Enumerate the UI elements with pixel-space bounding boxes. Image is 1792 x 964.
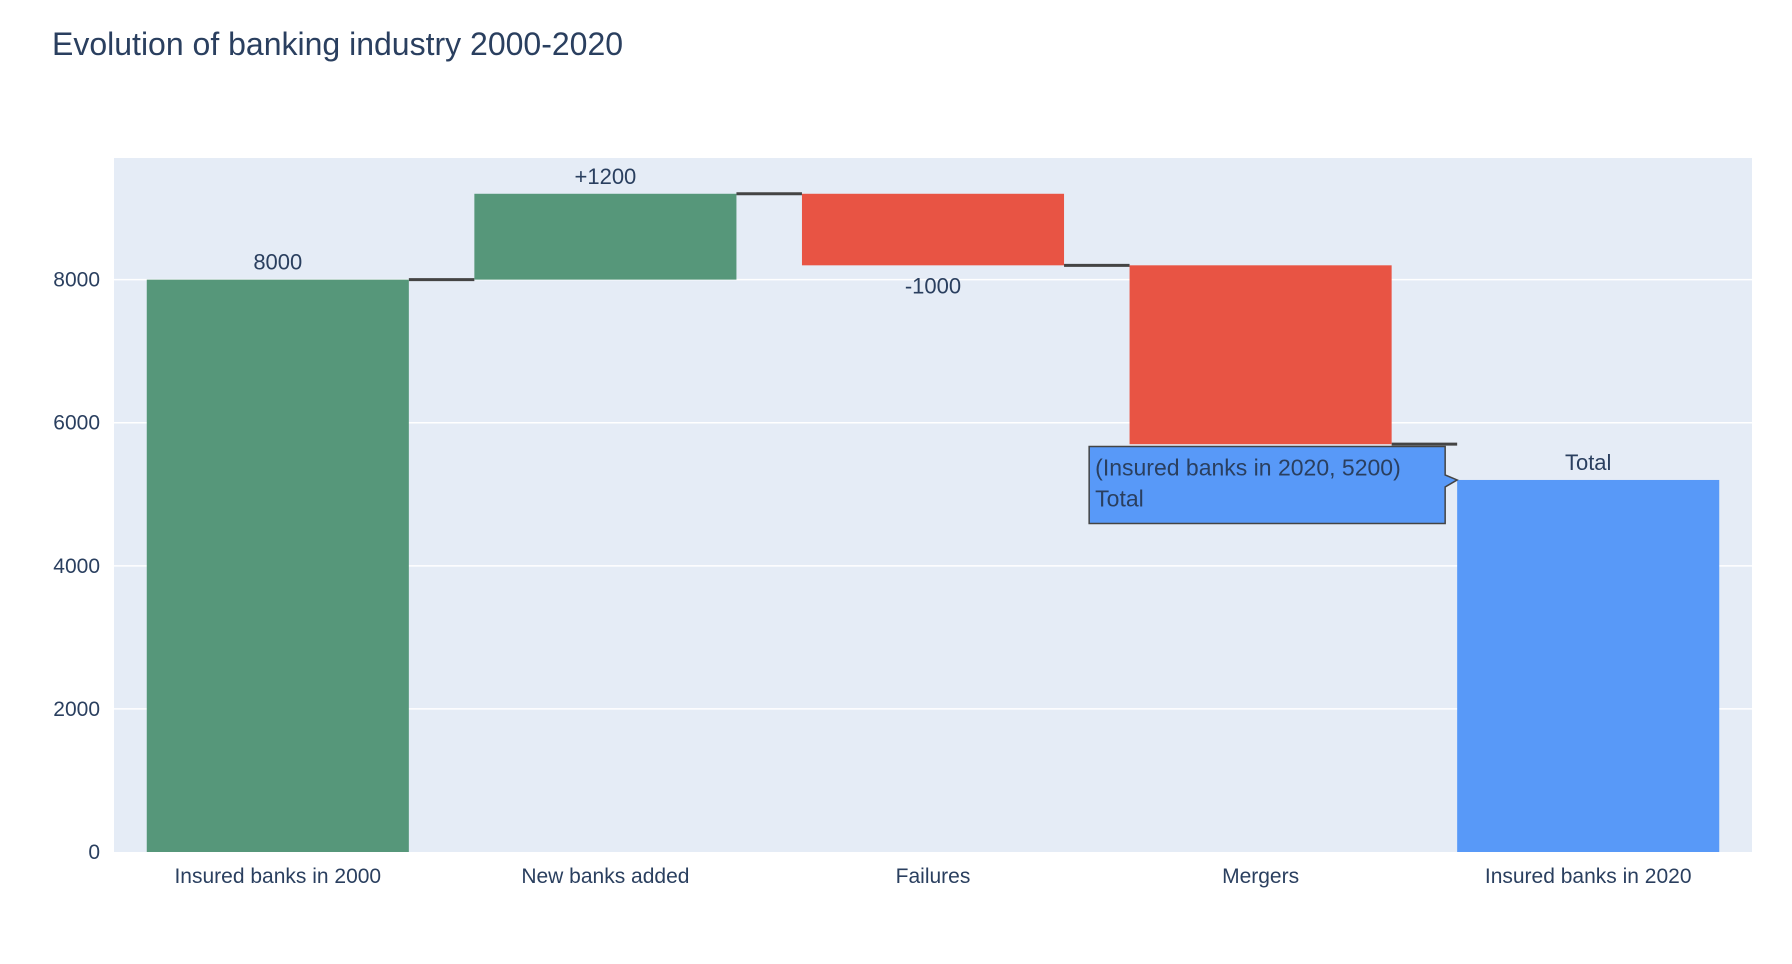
x-tick-label: New banks added: [521, 865, 689, 888]
y-tick-label: 0: [88, 841, 100, 864]
data-label-0: 8000: [253, 250, 302, 275]
chart-title: Evolution of banking industry 2000-2020: [52, 26, 624, 62]
y-axis: 0 2000 4000 6000 8000: [53, 269, 100, 864]
x-tick-label: Mergers: [1222, 865, 1299, 888]
x-tick-label: Failures: [896, 865, 971, 888]
data-label-4: Total: [1565, 450, 1611, 475]
tooltip-line2: Total: [1095, 485, 1144, 511]
hover-tooltip: (Insured banks in 2020, 5200) Total: [1088, 445, 1459, 525]
tooltip-box: [1088, 445, 1459, 525]
bar-0: [146, 279, 409, 852]
y-tick-label: 6000: [53, 412, 100, 435]
tooltip-line1: (Insured banks in 2020, 5200): [1095, 454, 1401, 480]
x-axis: Insured banks in 2000 New banks added Fail…: [174, 865, 1691, 888]
x-tick-label: Insured banks in 2020: [1485, 865, 1692, 888]
bar-1: [474, 193, 737, 280]
data-label-2: -1000: [905, 273, 961, 298]
connectors: [408, 192, 1458, 446]
x-tick-label: Insured banks in 2000: [174, 865, 381, 888]
y-tick-label: 2000: [53, 698, 100, 721]
data-labels: 8000 +1200 -1000 Total: [253, 164, 1611, 475]
bar-3: [1129, 265, 1392, 445]
y-tick-label: 8000: [53, 269, 100, 292]
bar-4: [1457, 479, 1720, 852]
bars: [146, 193, 1720, 852]
data-label-1: +1200: [575, 164, 637, 189]
y-tick-label: 4000: [53, 555, 100, 578]
bar-2: [801, 193, 1065, 266]
